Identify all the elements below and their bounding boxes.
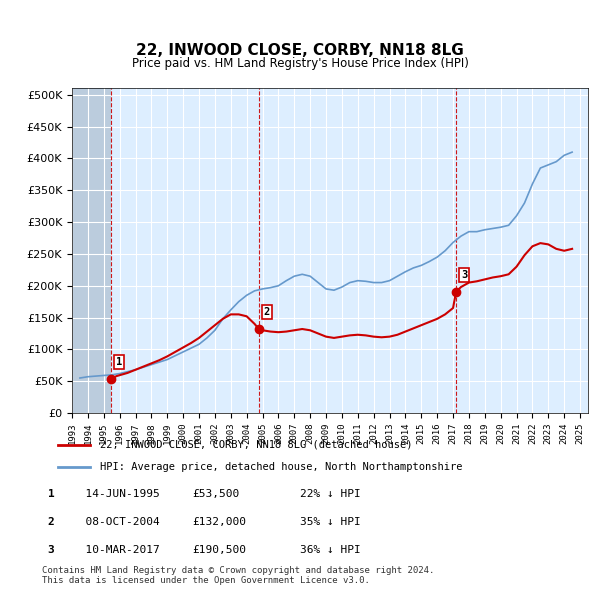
Text: 10-MAR-2017: 10-MAR-2017 bbox=[72, 546, 160, 555]
Text: 2: 2 bbox=[47, 517, 55, 527]
Text: £190,500: £190,500 bbox=[192, 546, 246, 555]
Text: 08-OCT-2004: 08-OCT-2004 bbox=[72, 517, 160, 527]
Text: Price paid vs. HM Land Registry's House Price Index (HPI): Price paid vs. HM Land Registry's House … bbox=[131, 57, 469, 70]
Text: 1: 1 bbox=[47, 489, 55, 499]
Text: £53,500: £53,500 bbox=[192, 489, 239, 499]
Text: 36% ↓ HPI: 36% ↓ HPI bbox=[300, 546, 361, 555]
Text: £132,000: £132,000 bbox=[192, 517, 246, 527]
Text: 22, INWOOD CLOSE, CORBY, NN18 8LG: 22, INWOOD CLOSE, CORBY, NN18 8LG bbox=[136, 42, 464, 58]
Text: 14-JUN-1995: 14-JUN-1995 bbox=[72, 489, 160, 499]
Text: 1: 1 bbox=[116, 357, 122, 367]
Text: 2: 2 bbox=[263, 307, 270, 317]
Text: HPI: Average price, detached house, North Northamptonshire: HPI: Average price, detached house, Nort… bbox=[100, 462, 463, 472]
Text: 22, INWOOD CLOSE, CORBY, NN18 8LG (detached house): 22, INWOOD CLOSE, CORBY, NN18 8LG (detac… bbox=[100, 440, 413, 450]
Text: Contains HM Land Registry data © Crown copyright and database right 2024.
This d: Contains HM Land Registry data © Crown c… bbox=[42, 566, 434, 585]
Text: 3: 3 bbox=[47, 546, 55, 555]
Text: 35% ↓ HPI: 35% ↓ HPI bbox=[300, 517, 361, 527]
Text: 3: 3 bbox=[461, 270, 467, 280]
Text: 22% ↓ HPI: 22% ↓ HPI bbox=[300, 489, 361, 499]
